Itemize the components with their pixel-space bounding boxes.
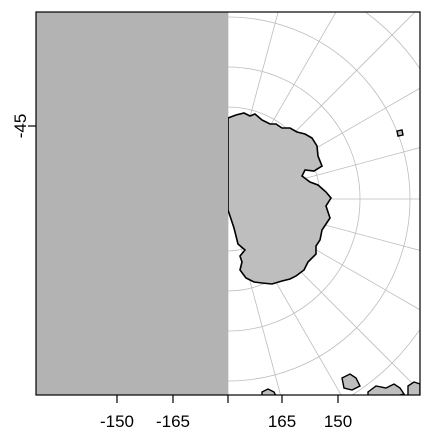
land-fragment-4 <box>407 381 420 395</box>
y-tick-label: -45 <box>11 114 30 139</box>
x-axis: -150 -165 165 150 <box>100 395 352 431</box>
x-tick-label: -150 <box>100 412 134 431</box>
x-tick-label: -165 <box>156 412 190 431</box>
x-tick-label: 165 <box>268 412 296 431</box>
x-tick-label: 150 <box>324 412 352 431</box>
land-fragment-3 <box>367 383 406 395</box>
antarctica-landmass <box>227 112 332 285</box>
land-fragment-1 <box>261 388 277 395</box>
y-axis: -45 <box>11 114 36 139</box>
land-fragment-2 <box>341 373 361 391</box>
small-island <box>396 129 404 137</box>
missing-data-area <box>36 12 228 395</box>
